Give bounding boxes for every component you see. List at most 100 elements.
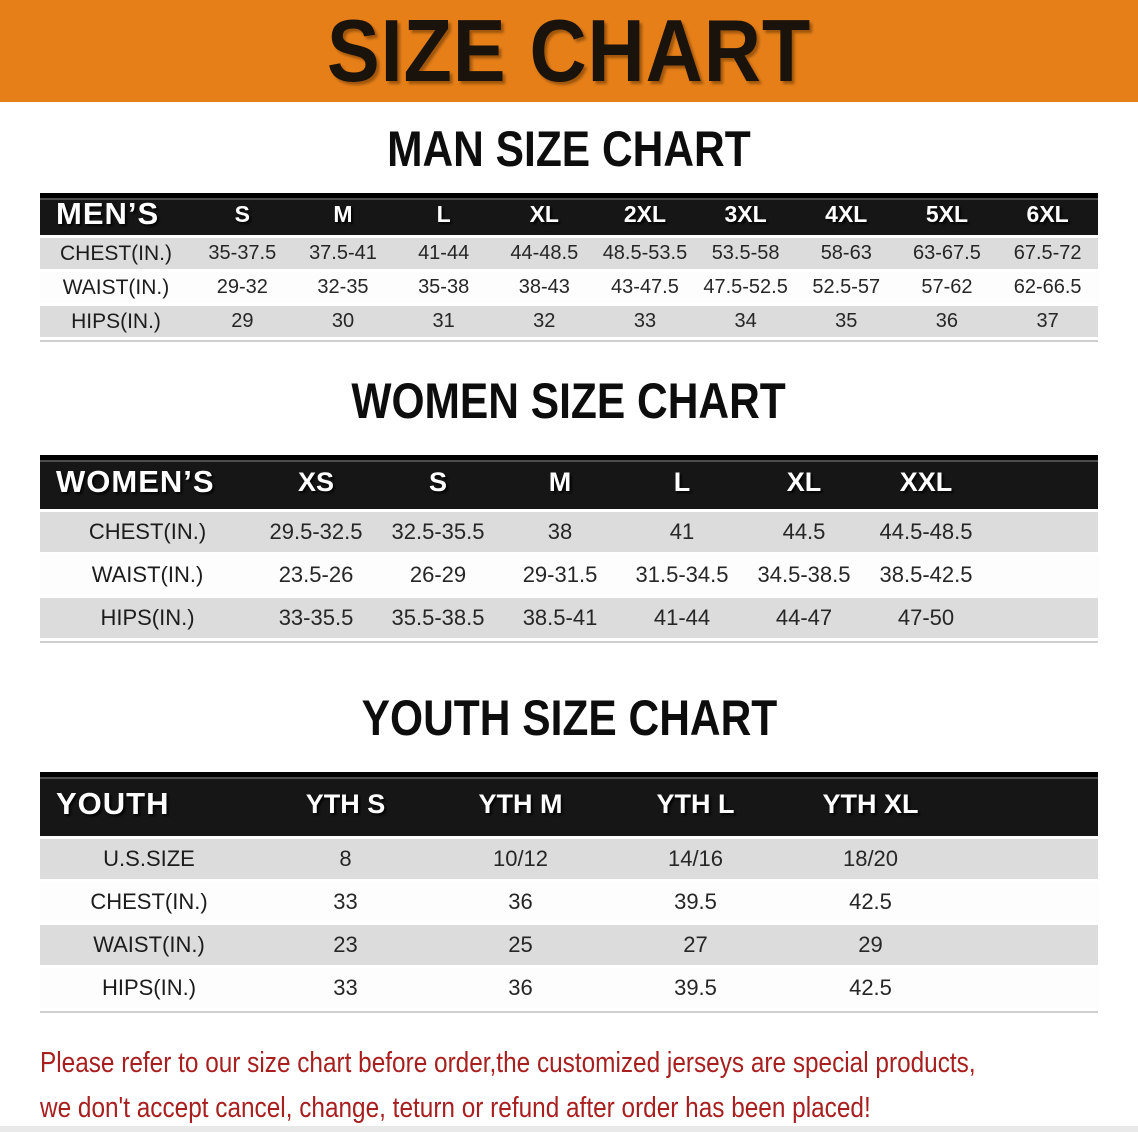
size-value-cell: 18/20 [842, 846, 899, 871]
size-value-cell: 42.5 [849, 975, 892, 1000]
size-value-cell: 38.5-41 [522, 605, 598, 630]
row-label: WAIST(IN.) [62, 275, 170, 299]
size-value-cell: 36 [508, 975, 533, 1000]
size-column-header: XS [255, 455, 377, 509]
group-label: YOUTH [40, 772, 258, 836]
size-value-cell: 33-35.5 [278, 605, 354, 630]
row-label: CHEST(IN.) [60, 241, 172, 265]
group-label: WOMEN’S [40, 455, 255, 509]
size-column-header: 6XL [997, 193, 1098, 235]
measurement-row: CHEST(IN.) 33 36 39.5 42.5 [40, 882, 1098, 922]
size-value-cell: 38.5-42.5 [879, 562, 973, 587]
spacer-cell [958, 839, 1098, 879]
men-size-table-wrap: MEN’S S M L XL 2XL 3XL 4XL 5XL 6XL CHEST(IN.) 35-37… [40, 190, 1098, 342]
size-column-header: 5XL [896, 193, 998, 235]
size-column-header: 4XL [795, 193, 897, 235]
size-chart-banner: SIZE CHART [0, 0, 1138, 102]
youth-section-heading-wrap: YOUTH SIZE CHART [0, 693, 1138, 743]
women-size-table: WOMEN’S XS S M L XL XXL CHEST(IN.) 29.5-32.5 32.5… [40, 452, 1098, 641]
size-value-cell: 26-29 [409, 562, 467, 587]
size-column-header: M [292, 193, 394, 235]
size-value-cell: 47-50 [897, 605, 955, 630]
table-header-row: MEN’S S M L XL 2XL 3XL 4XL 5XL 6XL [40, 193, 1098, 235]
size-value-cell: 58-63 [820, 242, 872, 264]
spacer-cell [958, 968, 1098, 1008]
size-value-cell: 10/12 [492, 846, 549, 871]
size-value-cell: 29.5-32.5 [269, 519, 363, 544]
row-label: U.S.SIZE [103, 846, 195, 871]
size-column-header: 3XL [695, 193, 796, 235]
size-value-cell: 52.5-57 [812, 276, 881, 298]
size-value-cell: 44.5 [782, 519, 826, 544]
size-value-cell: 23 [333, 932, 358, 957]
men-size-table: MEN’S S M L XL 2XL 3XL 4XL 5XL 6XL CHEST(IN.) 35-37… [40, 190, 1098, 340]
spacer-cell [987, 455, 1098, 509]
row-label: CHEST(IN.) [88, 519, 207, 544]
size-value-cell: 14/16 [667, 846, 724, 871]
size-value-cell: 36 [508, 889, 533, 914]
size-value-cell: 35-37.5 [208, 242, 277, 264]
size-value-cell: 32 [533, 310, 556, 332]
size-value-cell: 27 [683, 932, 708, 957]
group-label: MEN’S [40, 193, 192, 235]
size-column-header: YTH XL [783, 772, 958, 836]
size-value-cell: 44-48.5 [510, 242, 579, 264]
size-value-cell: 33 [633, 310, 657, 332]
youth-size-table-wrap: YOUTH YTH S YTH M YTH L YTH XL U.S.SIZE 8 10/12… [40, 769, 1098, 1013]
youth-size-section: YOUTH SIZE CHART YOUTH YTH S YTH M YTH L YTH… [0, 693, 1138, 1013]
disclaimer-note: Please refer to our size chart before or… [40, 1041, 1138, 1131]
size-value-cell: 37 [1036, 310, 1059, 332]
size-column-header: L [621, 455, 743, 509]
size-value-cell: 35.5-38.5 [391, 605, 485, 630]
size-value-cell: 41-44 [653, 605, 711, 630]
table-header-row: WOMEN’S XS S M L XL XXL [40, 455, 1098, 509]
size-value-cell: 47.5-52.5 [703, 276, 788, 298]
size-value-cell: 8 [339, 846, 352, 871]
size-value-cell: 48.5-53.5 [602, 242, 688, 264]
size-value-cell: 39.5 [674, 975, 717, 1000]
size-column-header: XXL [865, 455, 987, 509]
measurement-row: WAIST(IN.) 29-32 32-35 35-38 38-43 43-47.5 47.… [40, 272, 1098, 303]
size-value-cell: 42.5 [849, 889, 892, 914]
women-size-section: WOMEN SIZE CHART WOMEN’S XS S M L XL XXL CHEST(… [0, 376, 1138, 643]
size-value-cell: 31.5-34.5 [635, 562, 729, 587]
size-value-cell: 41-44 [418, 242, 470, 264]
size-value-cell: 38-43 [518, 276, 570, 298]
spacer-cell [987, 512, 1098, 552]
size-value-cell: 39.5 [674, 889, 717, 914]
size-value-cell: 32-35 [317, 276, 369, 298]
size-column-header: M [499, 455, 621, 509]
measurement-row: WAIST(IN.) 23.5-26 26-29 29-31.5 31.5-34.5 34… [40, 555, 1098, 595]
measurement-row: HIPS(IN.) 33 36 39.5 42.5 [40, 968, 1098, 1008]
size-value-cell: 53.5-58 [711, 242, 780, 264]
spacer-cell [987, 555, 1098, 595]
size-value-cell: 43-47.5 [611, 276, 679, 298]
youth-section-heading: YOUTH SIZE CHART [361, 690, 777, 746]
row-label: HIPS(IN.) [71, 309, 161, 333]
size-column-header: 2XL [594, 193, 696, 235]
row-label: HIPS(IN.) [100, 605, 195, 630]
size-value-cell: 29-31.5 [522, 562, 598, 587]
spacer-cell [958, 925, 1098, 965]
row-label: WAIST(IN.) [91, 562, 204, 587]
size-value-cell: 31 [432, 310, 455, 332]
measurement-row: HIPS(IN.) 33-35.5 35.5-38.5 38.5-41 41-44 44-… [40, 598, 1098, 638]
table-header-row: YOUTH YTH S YTH M YTH L YTH XL [40, 772, 1098, 836]
size-column-header: YTH M [433, 772, 608, 836]
size-value-cell: 63-67.5 [913, 242, 981, 264]
women-size-table-wrap: WOMEN’S XS S M L XL XXL CHEST(IN.) 29.5-32.5 32.5… [40, 452, 1098, 643]
men-size-section: MAN SIZE CHART MEN’S S M L XL 2XL 3XL 4XL 5XL 6XL… [0, 124, 1138, 342]
size-column-header: S [377, 455, 499, 509]
size-value-cell: 35-38 [418, 276, 470, 298]
disclaimer-line-2: we don't accept cancel, change, teturn o… [40, 1092, 871, 1124]
size-value-cell: 29-32 [216, 276, 268, 298]
size-value-cell: 25 [508, 932, 533, 957]
size-value-cell: 44-47 [775, 605, 833, 630]
size-value-cell: 38 [547, 519, 573, 544]
size-value-cell: 57-62 [921, 276, 973, 298]
row-label: HIPS(IN.) [101, 975, 197, 1000]
row-label: CHEST(IN.) [90, 889, 208, 914]
bottom-edge-strip [0, 1126, 1138, 1132]
size-value-cell: 32.5-35.5 [391, 519, 485, 544]
size-column-header: YTH L [608, 772, 783, 836]
